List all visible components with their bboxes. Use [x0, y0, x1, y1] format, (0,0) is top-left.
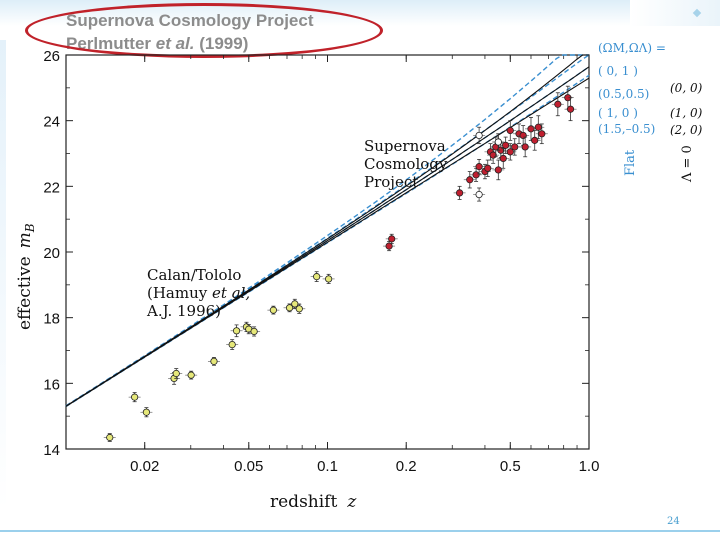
data-point: [538, 130, 546, 138]
y-axis-label: effective mB: [15, 223, 37, 330]
y-axis-label-var: m: [15, 232, 35, 248]
data-point: [475, 163, 483, 171]
data-point: [484, 164, 492, 172]
data-point: [131, 393, 139, 401]
data-point: [566, 105, 575, 113]
page-number: 24: [667, 516, 680, 527]
calan-tololo-annotation: Calan/Tololo (Hamuy et al, A.J. 1996): [146, 266, 255, 320]
slide-left-bar: [0, 40, 6, 510]
y-tick-label: 14: [43, 442, 60, 459]
y-tick-label: 16: [43, 376, 60, 393]
legend-flat-entry-3: ( 1, 0 ): [598, 106, 638, 120]
data-point: [475, 190, 483, 199]
legend-lambda-zero-label: Λ = 0: [680, 145, 695, 183]
legend-flat-entry-2: (0.5,0.5): [598, 87, 649, 101]
data-points: [103, 85, 577, 442]
model-curve: [65, 54, 589, 407]
model-curve: [65, 54, 589, 407]
data-point: [106, 433, 114, 442]
data-point: [494, 138, 502, 146]
data-point: [531, 136, 539, 144]
slide-corner-decoration: [630, 0, 720, 26]
legend-lambda-zero-entry-2: (1, 0): [670, 106, 703, 120]
data-point: [313, 273, 321, 281]
data-point: [187, 371, 195, 379]
data-point: [325, 275, 333, 283]
x-tick-label: 0.5: [500, 458, 521, 475]
calan-annotation-line-1: Calan/Tololo: [147, 266, 241, 284]
x-axis-label: redshift z: [270, 492, 357, 512]
x-tick-label: 0.2: [396, 458, 417, 475]
data-point: [210, 357, 218, 365]
data-point: [388, 235, 396, 243]
data-point: [142, 408, 151, 416]
data-point: [172, 369, 180, 378]
axis-ticks: [65, 54, 590, 450]
x-tick-label: 0.05: [234, 458, 263, 475]
x-tick-label: 0.02: [130, 458, 159, 475]
x-tick-label: 0.1: [317, 458, 338, 475]
scp-annotation-line-1: Supernova: [364, 137, 446, 155]
data-point: [499, 154, 507, 163]
data-point: [385, 242, 393, 250]
tick-labels: 0.02 0.05 0.1 0.2 0.5 1.0 14 16 18 20 22 24 26: [43, 48, 599, 475]
scp-annotation: Supernova Cosmology Project: [364, 137, 452, 191]
model-curve: [65, 66, 590, 407]
legend-flat-entry-4: (1.5,–0.5): [598, 122, 655, 136]
legend: (ΩM,ΩΛ) = ( 0, 1 ) (0.5,0.5) ( 1, 0 ) (1…: [598, 41, 703, 183]
y-tick-label: 20: [43, 245, 60, 262]
slide-bottom-rule: [0, 530, 720, 532]
x-axis-label-var: z: [346, 492, 357, 512]
model-curve: [65, 77, 590, 407]
data-point: [527, 125, 535, 133]
y-tick-label: 26: [43, 48, 60, 65]
legend-lambda-zero-entry-1: (0, 0): [670, 81, 703, 95]
data-point: [455, 189, 464, 197]
calan-annotation-line-2b: et al,: [212, 284, 250, 302]
title-highlight-oval: [25, 3, 383, 58]
y-axis-label-sub: B: [23, 223, 37, 233]
data-point: [494, 166, 502, 174]
scp-annotation-line-3: Project: [364, 173, 418, 191]
data-point: [228, 340, 236, 349]
data-point: [534, 123, 542, 131]
y-axis-label-text: effective: [15, 256, 35, 330]
data-point: [502, 141, 510, 149]
data-point: [232, 327, 241, 335]
data-point: [506, 148, 514, 156]
legend-header: (ΩM,ΩΛ) =: [598, 41, 666, 55]
data-point: [521, 143, 529, 151]
data-point: [472, 171, 480, 179]
data-point: [285, 304, 294, 312]
data-point: [295, 305, 303, 313]
y-tick-label: 22: [43, 179, 60, 196]
calan-annotation-line-3: A.J. 1996): [146, 302, 221, 320]
legend-flat-entry-1: ( 0, 1 ): [598, 64, 638, 78]
legend-flat-label: Flat: [623, 149, 638, 176]
plot-frame: [65, 54, 590, 450]
model-curve: [65, 54, 590, 407]
calan-annotation-line-2a: (Hamuy: [147, 284, 212, 302]
data-point: [269, 306, 277, 314]
data-point: [554, 100, 562, 108]
model-curve: [65, 66, 590, 407]
data-point: [466, 176, 474, 184]
y-tick-label: 24: [43, 114, 60, 131]
x-tick-label: 1.0: [579, 458, 600, 475]
y-tick-label: 18: [43, 311, 60, 328]
scp-annotation-line-2: Cosmology: [364, 155, 448, 173]
x-axis-label-text: redshift: [270, 492, 337, 512]
data-point: [475, 131, 483, 140]
legend-lambda-zero-entry-3: (2, 0): [670, 123, 703, 137]
data-point: [506, 126, 514, 135]
data-point: [511, 143, 519, 151]
data-point: [250, 327, 258, 336]
model-curves: [65, 54, 590, 408]
